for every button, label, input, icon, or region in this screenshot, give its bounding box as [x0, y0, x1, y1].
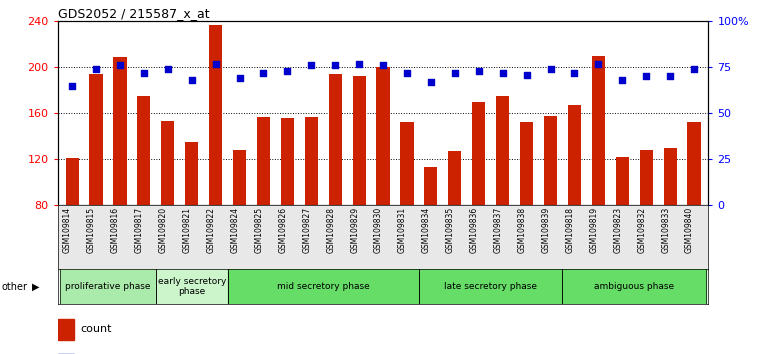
Text: GSM109836: GSM109836	[470, 207, 479, 253]
Text: GSM109829: GSM109829	[350, 207, 359, 253]
Bar	[592, 56, 605, 205]
Text: GSM109832: GSM109832	[638, 207, 646, 253]
Bar	[281, 118, 294, 205]
Bar	[567, 105, 581, 205]
Bar	[448, 151, 461, 205]
Point	[664, 74, 676, 79]
Bar	[209, 25, 223, 205]
Bar	[377, 67, 390, 205]
Text: GSM109819: GSM109819	[589, 207, 598, 253]
Point	[377, 63, 389, 68]
Point	[616, 77, 628, 83]
Bar	[353, 76, 366, 205]
Point	[425, 79, 437, 85]
Point	[138, 70, 150, 76]
Bar	[496, 96, 509, 205]
Bar	[616, 157, 629, 205]
Text: GSM109827: GSM109827	[303, 207, 311, 253]
Point	[353, 61, 365, 67]
Bar	[185, 142, 199, 205]
Point	[305, 63, 317, 68]
Text: GSM109828: GSM109828	[326, 207, 335, 253]
Text: GSM109821: GSM109821	[182, 207, 192, 253]
Text: GSM109817: GSM109817	[135, 207, 144, 253]
Text: GSM109831: GSM109831	[398, 207, 407, 253]
Bar	[544, 115, 557, 205]
Text: GSM109822: GSM109822	[206, 207, 216, 253]
Bar	[520, 122, 533, 205]
Bar	[400, 122, 413, 205]
Text: GDS2052 / 215587_x_at: GDS2052 / 215587_x_at	[58, 7, 209, 20]
Point	[497, 70, 509, 76]
Bar	[329, 74, 342, 205]
Point	[114, 63, 126, 68]
Point	[401, 70, 413, 76]
Text: ▶: ▶	[32, 282, 40, 292]
Text: GSM109818: GSM109818	[565, 207, 574, 253]
Text: GSM109837: GSM109837	[494, 207, 503, 253]
Bar	[58, 319, 74, 340]
Text: GSM109826: GSM109826	[279, 207, 287, 253]
Bar	[161, 121, 174, 205]
Bar	[472, 102, 485, 205]
Point	[162, 66, 174, 72]
Text: GSM109816: GSM109816	[111, 207, 120, 253]
Text: GSM109833: GSM109833	[661, 207, 670, 253]
Text: ambiguous phase: ambiguous phase	[594, 282, 675, 291]
Bar	[113, 57, 126, 205]
Text: GSM109824: GSM109824	[230, 207, 239, 253]
Bar	[424, 167, 437, 205]
Bar	[65, 158, 79, 205]
Text: GSM109830: GSM109830	[374, 207, 383, 253]
Point	[281, 68, 293, 74]
Bar	[688, 122, 701, 205]
Point	[209, 61, 222, 67]
Bar	[137, 96, 150, 205]
Text: count: count	[81, 324, 112, 334]
Text: early secretory
phase: early secretory phase	[158, 277, 226, 296]
Point	[66, 83, 79, 88]
Point	[233, 75, 246, 81]
Point	[449, 70, 461, 76]
Text: GSM109840: GSM109840	[685, 207, 694, 253]
Point	[90, 66, 102, 72]
Bar	[228, 269, 419, 304]
Text: GSM109835: GSM109835	[446, 207, 455, 253]
Bar	[305, 117, 318, 205]
Text: proliferative phase: proliferative phase	[65, 282, 151, 291]
Bar	[60, 269, 156, 304]
Text: GSM109839: GSM109839	[541, 207, 551, 253]
Bar	[257, 117, 270, 205]
Text: GSM109820: GSM109820	[159, 207, 168, 253]
Bar	[640, 150, 653, 205]
Bar	[233, 150, 246, 205]
Point	[640, 74, 652, 79]
Text: GSM109825: GSM109825	[254, 207, 263, 253]
Point	[688, 66, 700, 72]
Text: GSM109823: GSM109823	[613, 207, 622, 253]
Bar	[562, 269, 706, 304]
Text: mid secretory phase: mid secretory phase	[277, 282, 370, 291]
Point	[592, 61, 604, 67]
Bar	[419, 269, 562, 304]
Bar	[89, 74, 102, 205]
Point	[329, 63, 341, 68]
Point	[544, 66, 557, 72]
Text: other: other	[2, 282, 28, 292]
Text: GSM109834: GSM109834	[422, 207, 431, 253]
Point	[257, 70, 270, 76]
Point	[521, 72, 533, 78]
Bar	[664, 148, 677, 205]
Text: late secretory phase: late secretory phase	[444, 282, 537, 291]
Text: GSM109838: GSM109838	[517, 207, 527, 253]
Point	[568, 70, 581, 76]
Bar	[156, 269, 228, 304]
Point	[473, 68, 485, 74]
Text: GSM109814: GSM109814	[63, 207, 72, 253]
Text: GSM109815: GSM109815	[87, 207, 96, 253]
Point	[186, 77, 198, 83]
